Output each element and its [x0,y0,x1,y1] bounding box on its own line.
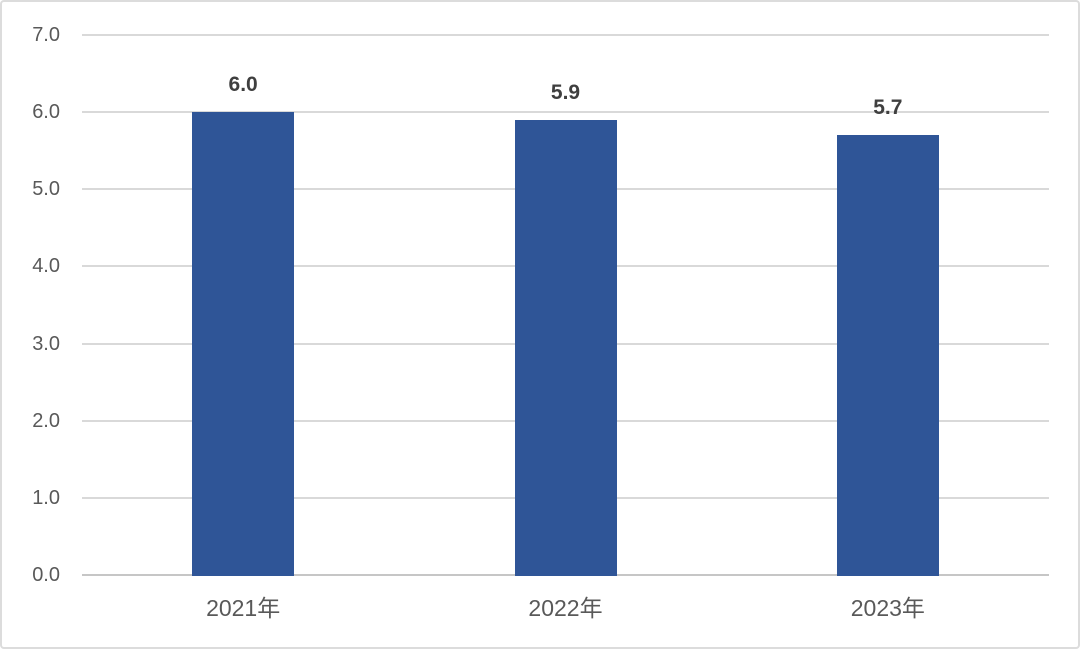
y-axis-tick-label: 0.0 [32,564,60,586]
bar-2021年 [192,112,295,576]
y-axis-tick-label: 6.0 [32,101,60,124]
bar-2023年 [836,135,939,576]
bar-value-label: 5.9 [550,80,581,104]
x-axis-category-label: 2022年 [528,595,603,621]
y-axis-tick-label: 2.0 [32,409,60,432]
bar-value-label: 5.7 [873,96,903,120]
y-axis-tick-label: 7.0 [32,24,60,46]
gridline [82,34,1049,36]
gridline [82,111,1049,114]
x-axis-category-label: 2023年 [850,595,925,621]
bar-value-label: 6.0 [228,73,258,97]
bar-2022年 [514,119,617,576]
x-axis-category-label: 2021年 [206,595,281,621]
y-axis-tick-label: 1.0 [32,486,60,509]
y-axis-tick-label: 5.0 [32,178,60,201]
y-axis-tick-label: 4.0 [32,255,60,278]
y-axis-tick-label: 3.0 [32,332,60,355]
